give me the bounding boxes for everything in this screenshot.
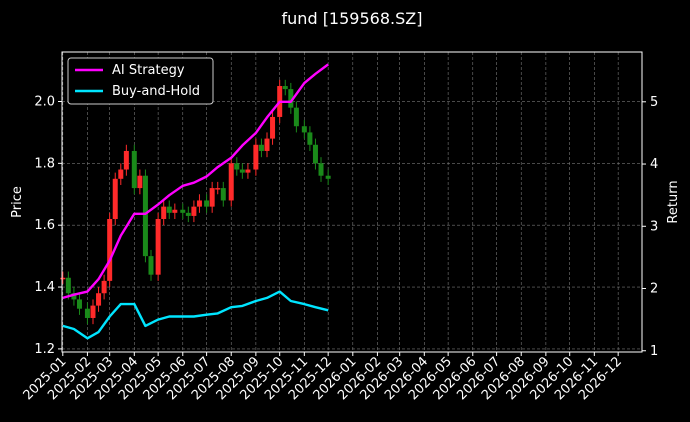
y-axis-title-left: Price: [10, 186, 25, 218]
candle-body: [112, 178, 118, 220]
candle-body: [142, 175, 148, 257]
y-tick-label-left: 1.6: [34, 218, 55, 233]
candle-body: [118, 169, 124, 179]
candle-body: [148, 256, 154, 275]
y-tick-label-left: 1.2: [34, 342, 55, 357]
candle-body: [209, 188, 215, 207]
candle-body: [84, 308, 90, 318]
candle-body: [258, 144, 264, 151]
candle-body: [96, 293, 102, 306]
candle-body: [180, 209, 186, 213]
candle-body: [90, 305, 96, 318]
candle-body: [204, 200, 210, 207]
candle-body: [185, 212, 191, 216]
candle-body: [191, 206, 197, 216]
candle-body: [65, 277, 71, 294]
candle-body: [293, 107, 299, 127]
candle-body: [123, 150, 129, 170]
candle-body: [253, 144, 259, 170]
candle-body: [196, 200, 202, 207]
candle-body: [301, 126, 307, 133]
candle-body: [71, 293, 77, 300]
candle-body: [215, 188, 221, 190]
chart-title: fund [159568.SZ]: [282, 9, 423, 28]
candle-body: [161, 206, 167, 220]
series-line-ai-strategy: [62, 63, 329, 300]
plot-frame: [61, 51, 643, 353]
legend-box: [67, 57, 214, 105]
legend-label: Buy-and-Hold: [112, 84, 200, 99]
candle-body: [131, 150, 137, 189]
candle-body: [245, 169, 251, 173]
candle-body: [155, 219, 161, 275]
candle-body: [288, 89, 294, 108]
y-tick-label-right: 2: [650, 282, 658, 297]
y-tick-label-right: 1: [650, 344, 658, 359]
candle-body: [239, 169, 245, 173]
candle-body: [107, 219, 113, 281]
candle-body: [166, 206, 172, 213]
candle-body: [325, 175, 331, 179]
y-tick-label-right: 3: [650, 219, 658, 234]
candle-body: [220, 188, 226, 201]
y-tick-label-right: 4: [650, 157, 658, 172]
line-series: [62, 63, 329, 340]
legend: AI Strategy Buy-and-Hold: [67, 57, 214, 105]
candle-body: [312, 144, 318, 164]
y-axis-title-right: Return: [666, 180, 681, 223]
candle-body: [101, 280, 107, 294]
candle-body: [307, 132, 313, 145]
candle-body: [318, 163, 324, 176]
candle-body: [264, 138, 270, 151]
y-tick-label-left: 2.0: [34, 94, 55, 109]
candlestick-series: [60, 79, 331, 325]
legend-label: AI Strategy: [112, 63, 185, 78]
candle-body: [228, 163, 234, 201]
y-tick-label-right: 5: [650, 95, 658, 110]
candle-body: [137, 175, 143, 189]
series-line-buy-and-hold: [62, 290, 329, 340]
y-tick-label-left: 1.4: [34, 280, 55, 295]
candle-body: [76, 299, 82, 309]
candle-body: [282, 86, 288, 90]
candle-body: [234, 163, 240, 170]
candle-body: [270, 116, 276, 139]
candle-body: [172, 209, 178, 213]
y-tick-label-left: 1.8: [34, 156, 55, 171]
candle-body: [60, 277, 66, 280]
